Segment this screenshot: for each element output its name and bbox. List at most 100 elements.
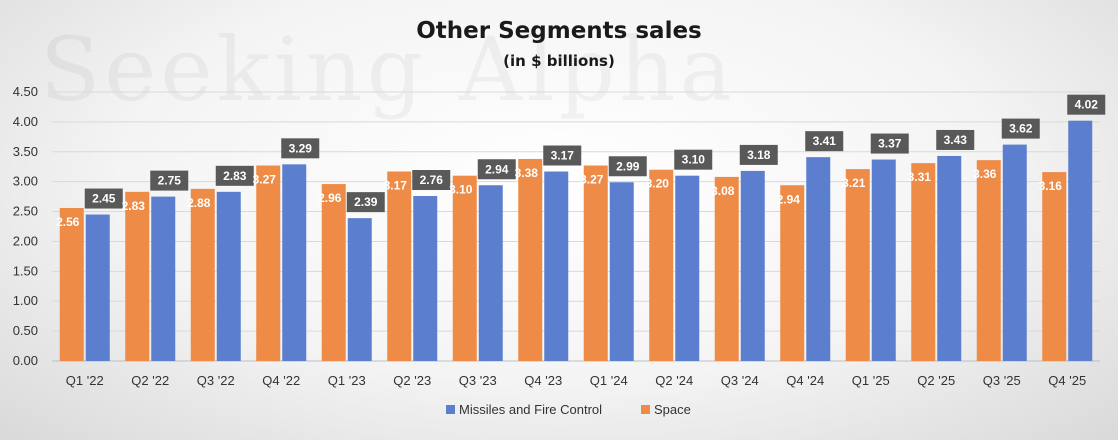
data-label-space: 2.94 [777, 192, 801, 206]
bar-space [518, 158, 543, 361]
bar-missiles [282, 164, 307, 361]
x-tick-label: Q3 '22 [197, 373, 235, 388]
bar-missiles [609, 182, 634, 361]
bar-missiles [544, 171, 569, 361]
bar-space [780, 185, 805, 361]
data-label-box-missiles [84, 188, 123, 209]
bar-missiles [1002, 144, 1027, 361]
bar-missiles [1068, 120, 1093, 362]
x-tick-label: Q3 '23 [459, 373, 497, 388]
x-tick-label: Q4 '23 [524, 373, 562, 388]
bar-space [190, 188, 215, 361]
data-label-space: 3.20 [646, 177, 670, 191]
legend-swatch [641, 405, 650, 414]
y-tick-label: 1.50 [13, 263, 38, 278]
data-label-box-missiles [477, 159, 516, 180]
x-tick-label: Q3 '24 [721, 373, 759, 388]
data-label-space: 2.96 [318, 191, 342, 205]
data-label-missiles: 3.18 [747, 148, 771, 162]
data-label-box-missiles [543, 145, 582, 166]
data-label-box-missiles [936, 129, 975, 150]
x-axis: Q1 '22 Q2 '22 Q3 '22 Q4 '22 Q1 '23 Q2 '23 Q3 '… [66, 373, 1086, 388]
bar-space [125, 191, 150, 361]
bar-missiles [871, 159, 896, 361]
bar-space [911, 163, 936, 361]
y-tick-label: 2.00 [13, 233, 38, 248]
data-label-missiles: 3.41 [813, 134, 837, 148]
bar-space [714, 176, 739, 361]
chart-subtitle: (in $ billions) [503, 52, 615, 70]
data-label-missiles: 3.43 [944, 133, 968, 147]
data-label-missiles: 3.10 [682, 153, 706, 167]
data-label-missiles: 2.94 [485, 162, 509, 176]
bar-missiles [151, 196, 176, 361]
chart-title: Other Segments sales [416, 18, 702, 44]
data-label-box-missiles [346, 192, 385, 213]
y-tick-label: 4.50 [13, 84, 38, 99]
bars [59, 120, 1093, 362]
data-label-box-missiles [870, 133, 909, 154]
data-label-space: 3.10 [449, 183, 473, 197]
y-tick-label: 4.00 [13, 114, 38, 129]
data-label-box-missiles [215, 165, 254, 186]
data-label-box-missiles [1001, 118, 1040, 139]
data-label-box-missiles [739, 144, 778, 165]
data-label-box-missiles [1067, 94, 1106, 115]
y-tick-label: 0.50 [13, 323, 38, 338]
y-tick-label: 3.50 [13, 144, 38, 159]
bar-space [583, 165, 608, 361]
data-labels: 2.56 2.45 2.83 2.75 2.88 2.83 3.27 3.29 2.96 2.39… [56, 94, 1106, 229]
data-label-space: 3.38 [515, 166, 539, 180]
legend[interactable]: Missiles and Fire Control Space [446, 402, 691, 417]
data-label-box-missiles [805, 131, 844, 152]
x-tick-label: Q1 '24 [590, 373, 628, 388]
bar-missiles [216, 191, 241, 361]
y-axis: 0.00 0.50 1.00 1.50 2.00 2.50 3.00 3.50 4.00 4.50 [13, 84, 38, 368]
data-label-missiles: 2.76 [420, 173, 444, 187]
bar-space [256, 165, 281, 361]
data-label-space: 3.17 [384, 179, 408, 193]
data-label-box-missiles [608, 156, 647, 177]
data-label-missiles: 2.75 [158, 174, 182, 188]
legend-label[interactable]: Missiles and Fire Control [459, 402, 602, 417]
bar-space [845, 169, 870, 361]
data-label-missiles: 2.45 [92, 192, 116, 206]
bar-missiles [478, 185, 503, 361]
data-label-box-missiles [674, 149, 713, 170]
data-label-space: 2.83 [122, 199, 146, 213]
data-label-box-missiles [150, 170, 189, 191]
data-label-space: 3.36 [973, 167, 997, 181]
y-tick-label: 0.00 [13, 353, 38, 368]
data-label-space: 3.27 [253, 173, 277, 187]
data-label-missiles: 3.37 [878, 137, 902, 151]
x-tick-label: Q4 '24 [786, 373, 824, 388]
legend-label[interactable]: Space [654, 402, 691, 417]
bar-missiles [675, 175, 700, 361]
data-label-missiles: 4.02 [1075, 98, 1099, 112]
data-label-missiles: 3.17 [551, 149, 575, 163]
data-label-missiles: 2.83 [223, 169, 247, 183]
legend-swatch [446, 405, 455, 414]
y-tick-label: 2.50 [13, 204, 38, 219]
data-label-box-missiles [412, 170, 451, 191]
x-tick-label: Q2 '24 [655, 373, 693, 388]
bar-space [59, 207, 84, 361]
data-label-space: 3.16 [1039, 179, 1063, 193]
data-label-space: 2.56 [56, 215, 80, 229]
y-tick-label: 3.00 [13, 174, 38, 189]
bar-missiles [347, 218, 372, 361]
bar-missiles [806, 157, 831, 361]
data-label-space: 2.88 [187, 196, 211, 210]
data-label-space: 3.27 [580, 173, 604, 187]
x-tick-label: Q1 '25 [852, 373, 890, 388]
bar-missiles [85, 214, 110, 361]
bar-space [976, 160, 1001, 361]
data-label-space: 3.21 [842, 176, 866, 190]
data-label-space: 3.31 [908, 170, 932, 184]
data-label-missiles: 3.62 [1009, 122, 1033, 136]
bar-missiles [740, 170, 765, 361]
x-tick-label: Q3 '25 [983, 373, 1021, 388]
data-label-missiles: 2.99 [616, 159, 640, 173]
bar-space [321, 184, 346, 361]
